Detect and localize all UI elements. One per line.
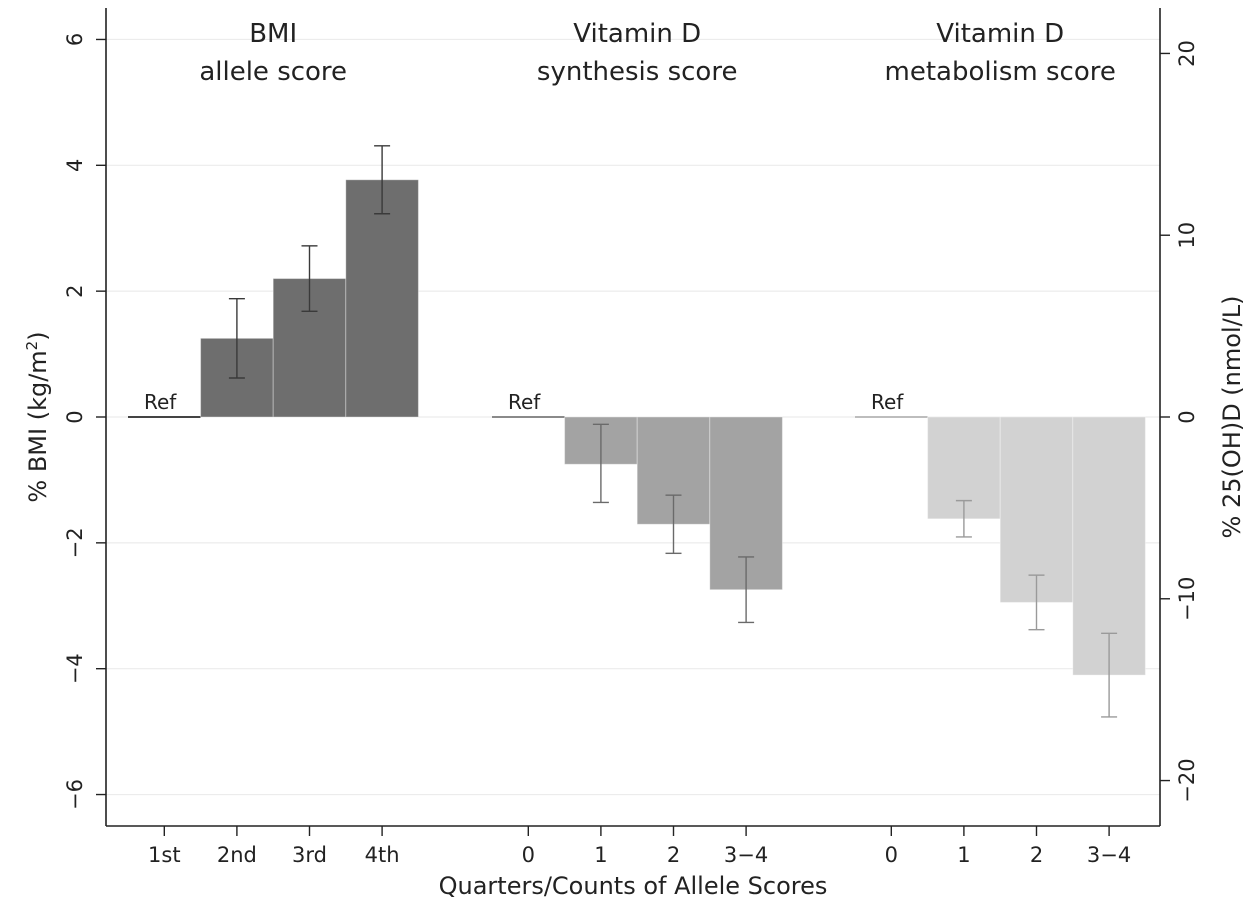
right-axis-title: % 25(OH)D (nmol/L) [1218,296,1246,539]
group-title-line2-0: allele score [199,57,347,87]
left-tick-label-5: −4 [63,653,87,684]
error-bar-1-2 [665,494,682,555]
error-bar-0-3 [374,145,391,215]
ref-label-2: Ref [871,390,904,414]
right-tick-label-0: 20 [1175,40,1199,67]
bars [128,179,1146,676]
ref-label-1: Ref [508,390,541,414]
x-tick-label-0-0: 1st [148,843,181,867]
left-tick-label-1: 4 [63,159,87,172]
error-bar-2-2 [1028,574,1045,631]
right-tick-label-2: 0 [1175,410,1199,423]
error-bars [228,145,1118,718]
error-bar-2-1 [955,499,972,538]
left-tick-label-0: 6 [63,33,87,46]
bar-2-2 [999,416,1074,603]
error-bar-1-3 [738,556,755,624]
bar-2-3 [1072,416,1146,676]
x-tick-label-1-2: 2 [667,843,680,867]
error-bar-2-3 [1101,632,1118,718]
left-tick-label-3: 0 [63,410,87,423]
x-tick-label-2-3: 3−4 [1087,843,1131,867]
x-tick-label-1-3: 3−4 [724,843,768,867]
bar-0-3 [345,179,419,418]
axes [96,8,1170,836]
x-axis-title: Quarters/Counts of Allele Scores [439,872,828,900]
error-bar-1-1 [592,423,609,504]
error-bar-0-1 [228,298,245,379]
ref-label-0: Ref [144,390,177,414]
labels: Ref 1st 2nd 3rd 4th BMI allele score Ref 0 1 2 3−4 V… [23,19,1246,900]
x-tick-label-2-1: 1 [957,843,970,867]
x-tick-label-2-0: 0 [885,843,898,867]
right-tick-label-4: −20 [1175,758,1199,802]
group-title-line2-2: metabolism score [885,57,1116,87]
left-axis-title: % BMI (kg/m2) [23,331,52,502]
x-tick-label-0-3: 4th [365,843,400,867]
left-tick-label-2: 2 [63,284,87,297]
right-tick-label-1: 10 [1175,222,1199,249]
left-tick-label-4: −2 [63,527,87,558]
group-title-line1-1: Vitamin D [573,19,701,49]
group-title-line1-2: Vitamin D [936,19,1064,49]
x-tick-label-0-1: 2nd [217,843,257,867]
x-tick-label-1-0: 0 [522,843,535,867]
x-tick-label-1-1: 1 [594,843,607,867]
x-tick-label-0-2: 3rd [292,843,327,867]
left-tick-label-6: −6 [63,779,87,810]
group-title-line2-1: synthesis score [537,57,738,87]
right-tick-label-3: −10 [1175,577,1199,621]
x-tick-label-2-2: 2 [1030,843,1043,867]
error-bar-0-2 [301,245,318,312]
group-title-line1-0: BMI [249,19,297,49]
